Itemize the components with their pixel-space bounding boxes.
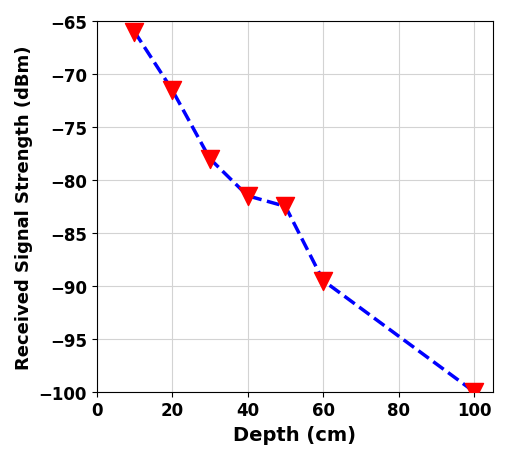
Point (281, 203, 290, 211)
Y-axis label: Received Signal Strength (dBm): Received Signal Strength (dBm) (15, 45, 33, 369)
Point (131, 29, 139, 36)
Point (206, 156, 214, 163)
Point (168, 87, 176, 94)
Point (470, 388, 478, 396)
Point (243, 193, 251, 200)
Point (319, 277, 327, 285)
X-axis label: Depth (cm): Depth (cm) (233, 425, 356, 444)
